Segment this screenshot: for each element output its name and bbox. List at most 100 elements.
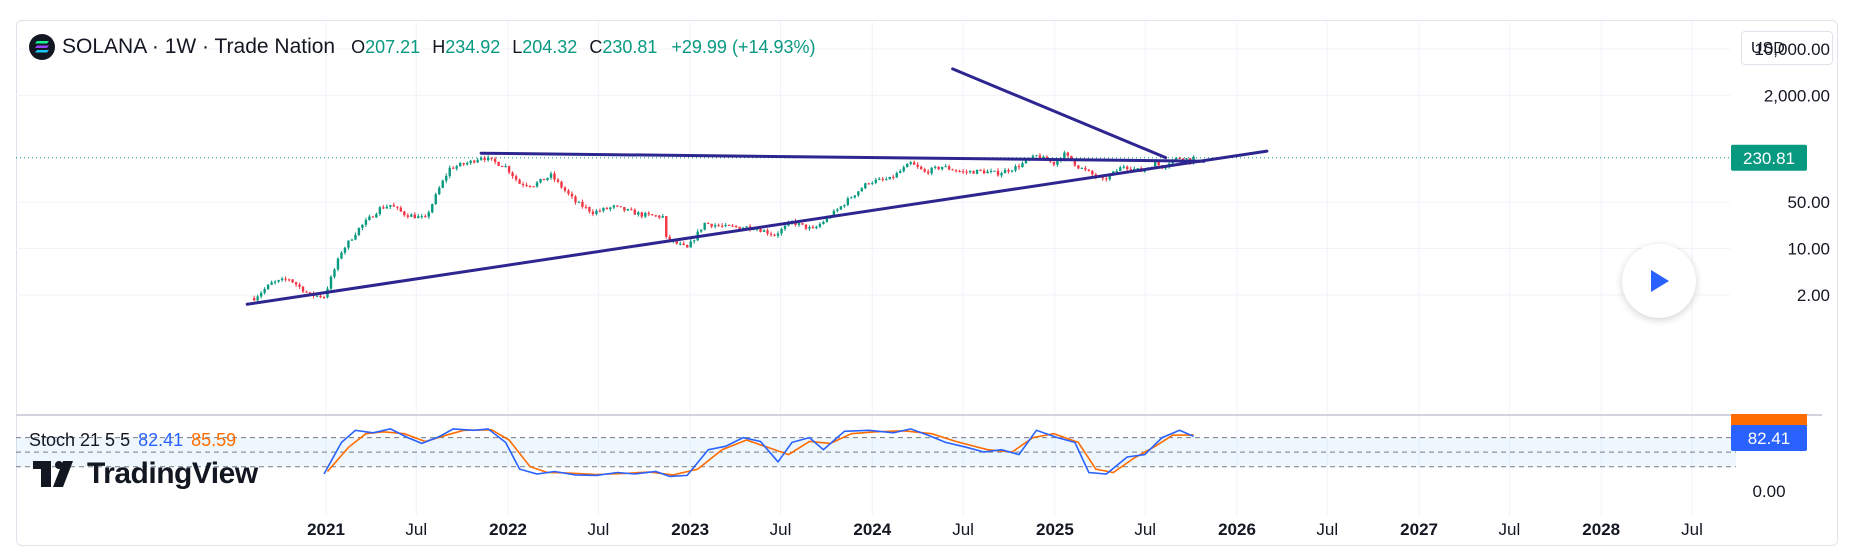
y-axis-tick-label: 50.00 <box>1787 193 1830 212</box>
candle-down <box>305 291 308 293</box>
candle-down <box>1038 155 1042 159</box>
candle-up <box>836 209 839 211</box>
candle-up <box>577 201 581 203</box>
x-axis-tick-label: 2021 <box>307 520 345 539</box>
candle-up <box>259 292 263 297</box>
candle-down <box>759 228 762 232</box>
stoch-k-line <box>323 428 1194 478</box>
candle-down <box>717 225 720 227</box>
candle-up <box>644 213 647 217</box>
stoch-title: Stoch 21 5 5 <box>29 430 131 450</box>
candle-up <box>930 167 933 174</box>
candle-up <box>256 296 259 301</box>
candle-down <box>1157 161 1160 166</box>
candle-down <box>881 178 884 180</box>
high-label: H <box>432 36 446 57</box>
trendline-1[interactable] <box>245 149 1269 306</box>
candle-up <box>389 205 392 207</box>
chart-panel[interactable] <box>16 20 1838 546</box>
candle-up <box>1080 167 1084 169</box>
candle-down <box>1178 157 1181 159</box>
candle-down <box>1017 166 1021 168</box>
candle-up <box>1000 173 1003 176</box>
candle-up <box>689 241 692 248</box>
stoch-k-badge <box>1731 425 1807 451</box>
candle-up <box>455 166 458 169</box>
candle-down <box>500 165 504 167</box>
symbol-title[interactable]: SOLANA · 1W · Trade Nation <box>62 35 336 58</box>
candle-down <box>598 210 602 212</box>
candle-up <box>661 216 664 218</box>
candle-down <box>892 176 895 178</box>
candle-down <box>1087 169 1091 171</box>
candle-down <box>947 166 951 170</box>
candle-up <box>843 205 846 207</box>
candle-up <box>602 207 605 211</box>
candle-up <box>1185 158 1188 160</box>
candle-down <box>619 206 623 208</box>
stoch-d-value: 85.59 <box>191 430 237 450</box>
candle-down <box>452 167 455 169</box>
candle-down <box>1181 158 1185 160</box>
stoch-d-badge <box>1731 414 1807 426</box>
candle-down <box>511 172 514 177</box>
candle-down <box>406 215 410 217</box>
candle-up <box>469 160 472 163</box>
candle-down <box>734 225 738 227</box>
tradingview-logo[interactable]: TradingView <box>33 457 258 491</box>
candle-down <box>403 211 406 216</box>
stoch-legend[interactable]: Stoch 21 5 5 82.41 85.59 <box>29 430 236 451</box>
candle-up <box>703 222 706 230</box>
candle-up <box>1133 168 1136 171</box>
open-label: O <box>351 36 366 57</box>
candle-up <box>347 240 350 248</box>
candle-down <box>570 193 574 197</box>
candle-up <box>1174 157 1178 160</box>
candle-down <box>521 183 525 186</box>
candle-down <box>518 179 521 184</box>
candle-down <box>424 216 427 218</box>
candle-up <box>850 197 853 199</box>
currency-selector[interactable]: USD <box>1741 31 1833 65</box>
trendline-2[interactable] <box>479 151 1206 163</box>
candle-down <box>633 209 637 215</box>
y-axis-tick-label: 2.00 <box>1797 286 1830 305</box>
candle-up <box>479 157 483 160</box>
candle-down <box>588 207 591 212</box>
candle-down <box>284 278 287 280</box>
candle-up <box>427 212 430 217</box>
candle-down <box>630 209 633 211</box>
candle-down <box>926 171 930 174</box>
play-button[interactable] <box>1622 244 1696 318</box>
candle-down <box>507 166 511 173</box>
candle-down <box>399 207 403 212</box>
candle-up <box>762 230 766 232</box>
candle-down <box>773 234 776 236</box>
x-axis-tick-label: 2026 <box>1218 520 1256 539</box>
candle-up <box>1136 168 1139 170</box>
play-icon <box>1651 270 1669 292</box>
candle-down <box>979 169 982 171</box>
x-axis-tick-label: 2028 <box>1582 520 1620 539</box>
candle-down <box>616 205 619 207</box>
candle-down <box>560 181 563 188</box>
candle-up <box>874 179 877 183</box>
candle-up <box>329 276 333 289</box>
candle-up <box>368 216 371 220</box>
candle-up <box>385 206 389 209</box>
candle-down <box>1066 152 1070 156</box>
candle-down <box>1129 169 1132 171</box>
candle-up <box>336 258 340 270</box>
candle-down <box>686 244 689 248</box>
candle-down <box>651 214 654 216</box>
candle-down <box>972 171 975 174</box>
candle-down <box>916 164 919 167</box>
candle-down <box>1070 155 1073 161</box>
candle-down <box>961 171 965 173</box>
candle-down <box>591 211 595 215</box>
candle-up <box>539 178 542 183</box>
trendline-3[interactable] <box>951 67 1168 160</box>
last-price-badge <box>1731 144 1807 171</box>
candle-up <box>1021 163 1024 168</box>
